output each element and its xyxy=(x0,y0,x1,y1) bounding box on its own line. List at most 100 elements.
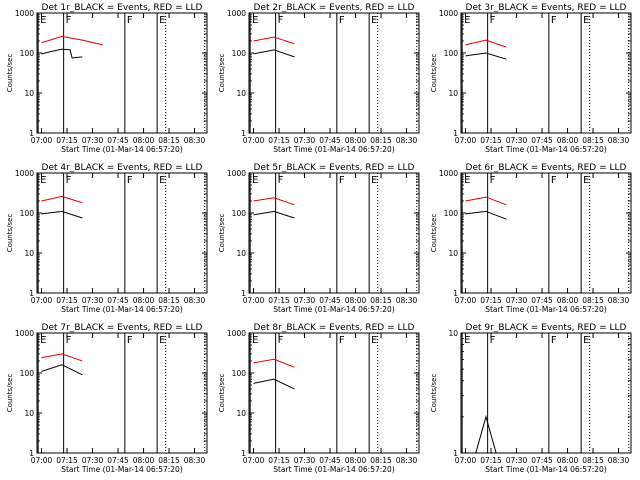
x-axis-label: Start Time (01-Mar-14 06:57:20) xyxy=(273,145,395,154)
x-tick-label: 07:30 xyxy=(506,296,528,305)
lld-series-line xyxy=(41,195,83,204)
plot-frame xyxy=(36,332,208,454)
x-tick-label: 07:00 xyxy=(455,456,477,465)
y-tick-label: 1 xyxy=(453,449,458,458)
y-tick-label: 10 xyxy=(236,409,246,418)
event-marker-label: E xyxy=(40,175,46,186)
x-tick-label: 07:15 xyxy=(480,456,502,465)
x-tick-label: 07:00 xyxy=(243,136,265,145)
y-tick-label: 10 xyxy=(448,329,458,338)
x-tick-label: 07:45 xyxy=(319,456,341,465)
event-marker-label: E xyxy=(159,335,165,346)
event-marker-label: F xyxy=(490,335,496,346)
x-tick-label: 08:30 xyxy=(608,456,630,465)
x-tick-label: 08:00 xyxy=(345,456,367,465)
x-tick-label: 08:15 xyxy=(582,456,604,465)
y-axis-label: Counts/sec xyxy=(218,214,226,253)
y-tick-label: 1000 xyxy=(15,329,34,338)
x-tick-label: 08:00 xyxy=(557,296,579,305)
y-tick-label: 1000 xyxy=(227,9,246,18)
lld-series-line xyxy=(465,39,507,48)
x-tick-label: 07:30 xyxy=(506,456,528,465)
x-tick-label: 07:30 xyxy=(82,456,104,465)
y-tick-label: 10 xyxy=(24,249,34,258)
x-tick-label: 08:30 xyxy=(396,456,418,465)
y-axis-label: Counts/sec xyxy=(218,374,226,413)
event-marker-label: F xyxy=(127,15,133,26)
detector-panel-2: Det 2r_BLACK = Events, RED = LLD 1 10 100 10… xyxy=(218,3,420,154)
event-marker-label: F xyxy=(278,335,284,346)
event-marker-label: E xyxy=(252,175,258,186)
lld-series-line xyxy=(41,353,83,362)
y-axis-label: Counts/sec xyxy=(6,374,14,413)
event-marker-label: E xyxy=(464,335,470,346)
event-marker-label: F xyxy=(551,15,557,26)
event-marker-label: F xyxy=(66,335,72,346)
plot-frame xyxy=(36,12,208,134)
plot-frame xyxy=(248,332,420,454)
y-tick-label: 100 xyxy=(444,209,459,218)
y-tick-label: 100 xyxy=(20,49,35,58)
x-tick-label: 08:15 xyxy=(582,296,604,305)
y-axis-label: Counts/sec xyxy=(218,54,226,93)
x-axis-label: Start Time (01-Mar-14 06:57:20) xyxy=(485,145,607,154)
event-marker-label: E xyxy=(464,175,470,186)
event-marker-label: F xyxy=(490,175,496,186)
lld-series-line xyxy=(253,358,295,368)
panel-title: Det 8r_BLACK = Events, RED = LLD xyxy=(254,323,415,333)
lld-series-line xyxy=(253,36,295,45)
x-axis-label: Start Time (01-Mar-14 06:57:20) xyxy=(485,465,607,474)
panel-title: Det 3r_BLACK = Events, RED = LLD xyxy=(466,3,627,13)
x-axis-label: Start Time (01-Mar-14 06:57:20) xyxy=(61,145,183,154)
x-tick-label: 07:30 xyxy=(294,456,316,465)
event-marker-label: E xyxy=(371,15,377,26)
y-tick-label: 10 xyxy=(24,89,34,98)
x-tick-label: 07:30 xyxy=(294,136,316,145)
event-marker-label: F xyxy=(551,335,557,346)
x-tick-label: 08:30 xyxy=(608,296,630,305)
event-marker-label: F xyxy=(551,175,557,186)
y-tick-label: 1 xyxy=(453,289,458,298)
event-marker-label: F xyxy=(339,175,345,186)
event-marker-label: E xyxy=(583,175,589,186)
x-tick-label: 07:45 xyxy=(531,296,553,305)
plot-frame xyxy=(248,12,420,134)
x-tick-label: 08:30 xyxy=(396,296,418,305)
y-tick-label: 10 xyxy=(24,409,34,418)
y-tick-label: 1000 xyxy=(15,9,34,18)
x-tick-label: 08:15 xyxy=(158,296,180,305)
x-tick-label: 07:15 xyxy=(480,136,502,145)
lld-series-line xyxy=(253,197,295,206)
panel-title: Det 7r_BLACK = Events, RED = LLD xyxy=(42,323,203,333)
x-tick-label: 07:15 xyxy=(56,136,78,145)
x-tick-label: 08:30 xyxy=(184,296,206,305)
y-tick-label: 1000 xyxy=(439,169,458,178)
event-marker-label: F xyxy=(490,15,496,26)
y-tick-label: 1 xyxy=(29,289,34,298)
y-axis-label: Counts/sec xyxy=(430,54,438,93)
x-tick-label: 08:00 xyxy=(133,456,155,465)
x-tick-label: 08:15 xyxy=(370,296,392,305)
event-marker-label: E xyxy=(371,335,377,346)
x-tick-label: 07:45 xyxy=(319,136,341,145)
x-tick-label: 08:30 xyxy=(396,136,418,145)
detector-panel-1: Det 1r_BLACK = Events, RED = LLD 1 10 100 10… xyxy=(6,3,208,154)
y-tick-label: 100 xyxy=(444,49,459,58)
event-marker-label: F xyxy=(66,175,72,186)
event-marker-label: F xyxy=(66,15,72,26)
y-tick-label: 100 xyxy=(232,49,247,58)
y-tick-label: 1 xyxy=(453,129,458,138)
event-marker-label: E xyxy=(159,175,165,186)
detector-panel-7: Det 7r_BLACK = Events, RED = LLD 1 10 100 10… xyxy=(6,323,208,474)
x-tick-label: 07:00 xyxy=(31,296,53,305)
y-tick-label: 10 xyxy=(448,249,458,258)
x-tick-label: 07:45 xyxy=(319,296,341,305)
events-series-line xyxy=(41,210,83,219)
event-marker-label: E xyxy=(252,335,258,346)
panel-title: Det 2r_BLACK = Events, RED = LLD xyxy=(254,3,415,13)
y-tick-label: 1000 xyxy=(227,329,246,338)
x-tick-label: 07:15 xyxy=(268,136,290,145)
detector-panel-3: Det 3r_BLACK = Events, RED = LLD 1 10 100 10… xyxy=(430,3,632,154)
x-tick-label: 07:45 xyxy=(531,136,553,145)
